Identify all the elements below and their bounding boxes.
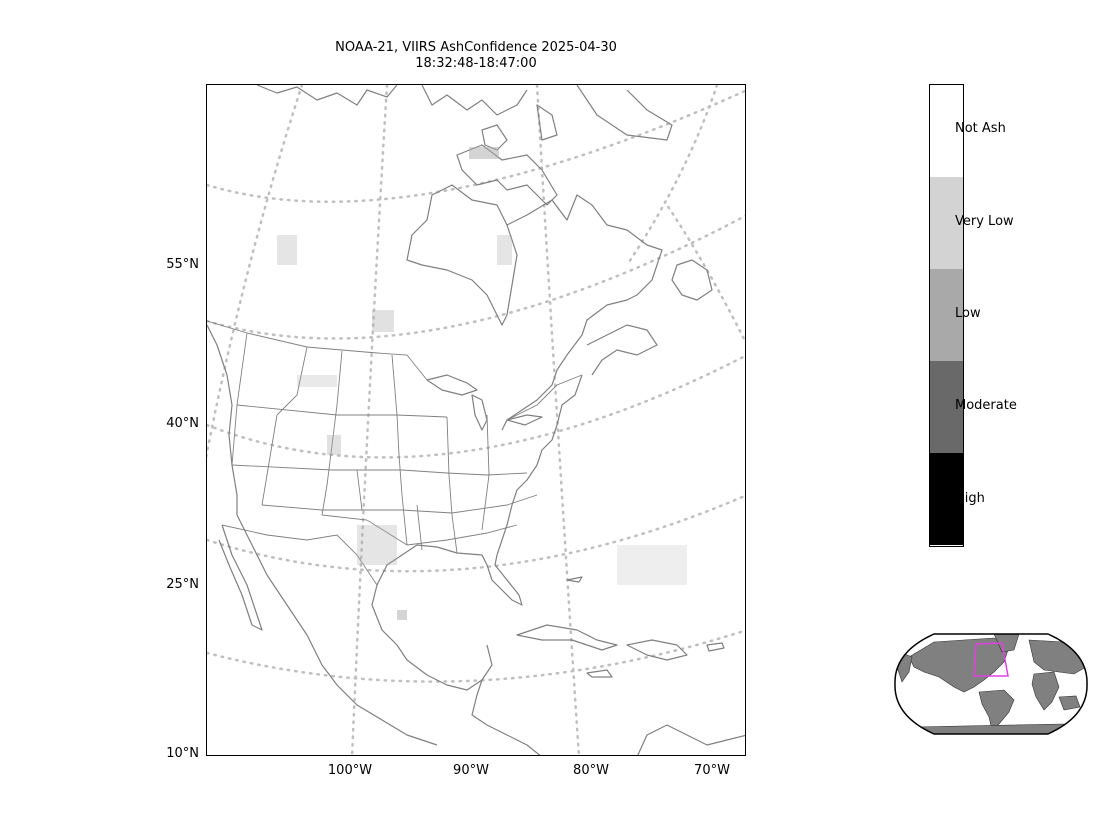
ash-pixel-cluster (357, 525, 397, 565)
central-america (471, 679, 541, 755)
inset-globe-outline (894, 633, 1088, 735)
inset-landmasses (896, 634, 1087, 734)
ash-pixel-cluster (277, 235, 297, 265)
colorbar-label-low: Low (955, 306, 981, 321)
colorbar-segment-high (930, 453, 963, 545)
ash-pixel-cluster (397, 610, 407, 620)
boundaries (207, 320, 583, 586)
inset-world-map (894, 633, 1088, 735)
map-canvas (207, 85, 745, 755)
chart-title: NOAA-21, VIIRS AshConfidence 2025-04-30 … (206, 40, 746, 72)
state-border (321, 350, 343, 516)
arctic-island (256, 85, 398, 106)
inset-greenland (993, 634, 1020, 653)
ash-pixel-cluster (327, 435, 341, 455)
florida (481, 554, 523, 606)
colorbar-label-not-ash: Not Ash (955, 121, 1006, 136)
graticule-lon-line (207, 85, 304, 459)
lat-label-25n: 25°N (166, 577, 199, 592)
gulf-coast (371, 544, 493, 691)
graticule-lon-line (350, 85, 389, 755)
lat-label-55n: 55°N (166, 257, 199, 272)
us-canada-border (207, 320, 428, 381)
colorbar-segment-low (930, 269, 963, 361)
state-border (261, 346, 308, 506)
graticule-lat-line (207, 354, 745, 459)
inset-africa (1031, 671, 1060, 711)
ash-pixel-cluster (497, 235, 512, 265)
colorbar (929, 84, 964, 547)
state-border (321, 514, 408, 546)
lake-michigan (471, 394, 488, 431)
lon-label-80w: 80°W (573, 763, 609, 778)
baffin-island (456, 144, 558, 206)
lat-label-40n: 40°N (166, 416, 199, 431)
state-border (406, 524, 518, 546)
state-border (416, 504, 423, 551)
state-border (391, 354, 408, 546)
labrador-coast (501, 194, 663, 431)
state-border (356, 469, 363, 511)
lat-label-10n: 10°N (166, 746, 199, 761)
caribbean-island (586, 669, 613, 678)
caribbean-island (706, 642, 725, 652)
graticule-lat-line (207, 89, 745, 203)
pacific-coast (207, 324, 238, 515)
colorbar-label-high: High (955, 491, 985, 506)
ash-detections (277, 147, 687, 620)
colorbar-segment-moderate (930, 361, 963, 453)
arctic-island (421, 85, 528, 116)
graticule-lat-line (207, 214, 745, 340)
ash-pixel-cluster (372, 310, 394, 332)
title-line-1: NOAA-21, VIIRS AshConfidence 2025-04-30 (335, 40, 617, 55)
arctic-island (536, 104, 558, 141)
inset-extent-box (973, 642, 1009, 677)
ash-pixel-cluster (617, 545, 687, 585)
bahamas (566, 576, 583, 583)
state-border (261, 494, 538, 514)
graticule-lat-line (207, 494, 745, 573)
colorbar-label-very-low: Very Low (955, 214, 1014, 229)
us-canada-border (506, 374, 583, 421)
map-panel[interactable] (206, 84, 746, 756)
colorbar-label-moderate: Moderate (955, 398, 1017, 413)
inset-europe-asia (1028, 639, 1087, 675)
hispaniola (626, 639, 688, 661)
inset-south-america (978, 689, 1015, 731)
graticule-lon-line (665, 203, 745, 344)
inset-asia-west (896, 651, 913, 683)
hudson-bay (406, 184, 518, 326)
inset-australia (1058, 695, 1081, 711)
arctic-island (481, 124, 508, 151)
arctic-island (576, 85, 673, 141)
lon-label-100w: 100°W (327, 763, 373, 778)
state-border (236, 404, 448, 418)
inset-north-america (908, 637, 1010, 693)
lake-superior (426, 374, 478, 396)
graticule-lat-line (207, 629, 745, 683)
title-line-2: 18:32:48-18:47:00 (415, 56, 537, 71)
newfoundland (671, 259, 713, 301)
state-border (446, 416, 458, 554)
lake-erie (506, 414, 543, 426)
mexico-pacific (236, 514, 438, 746)
state-border (231, 332, 248, 466)
lon-label-90w: 90°W (453, 763, 489, 778)
lon-label-70w: 70°W (694, 763, 730, 778)
graticule-lon-line (625, 85, 719, 267)
south-america-coast (637, 724, 745, 755)
cuba (516, 624, 618, 651)
atlantic-coast (496, 374, 583, 556)
us-mexico-border (221, 524, 378, 586)
state-border (231, 464, 528, 476)
colorbar-segment-not-ash (930, 85, 963, 177)
coastlines (207, 85, 745, 755)
baja (218, 524, 263, 631)
ash-pixel-cluster (297, 375, 337, 387)
state-border (481, 414, 490, 531)
colorbar-segment-very-low (930, 177, 963, 269)
ash-pixel-cluster (469, 147, 499, 159)
gulf-st-lawrence (586, 324, 658, 376)
graticule (207, 85, 745, 755)
